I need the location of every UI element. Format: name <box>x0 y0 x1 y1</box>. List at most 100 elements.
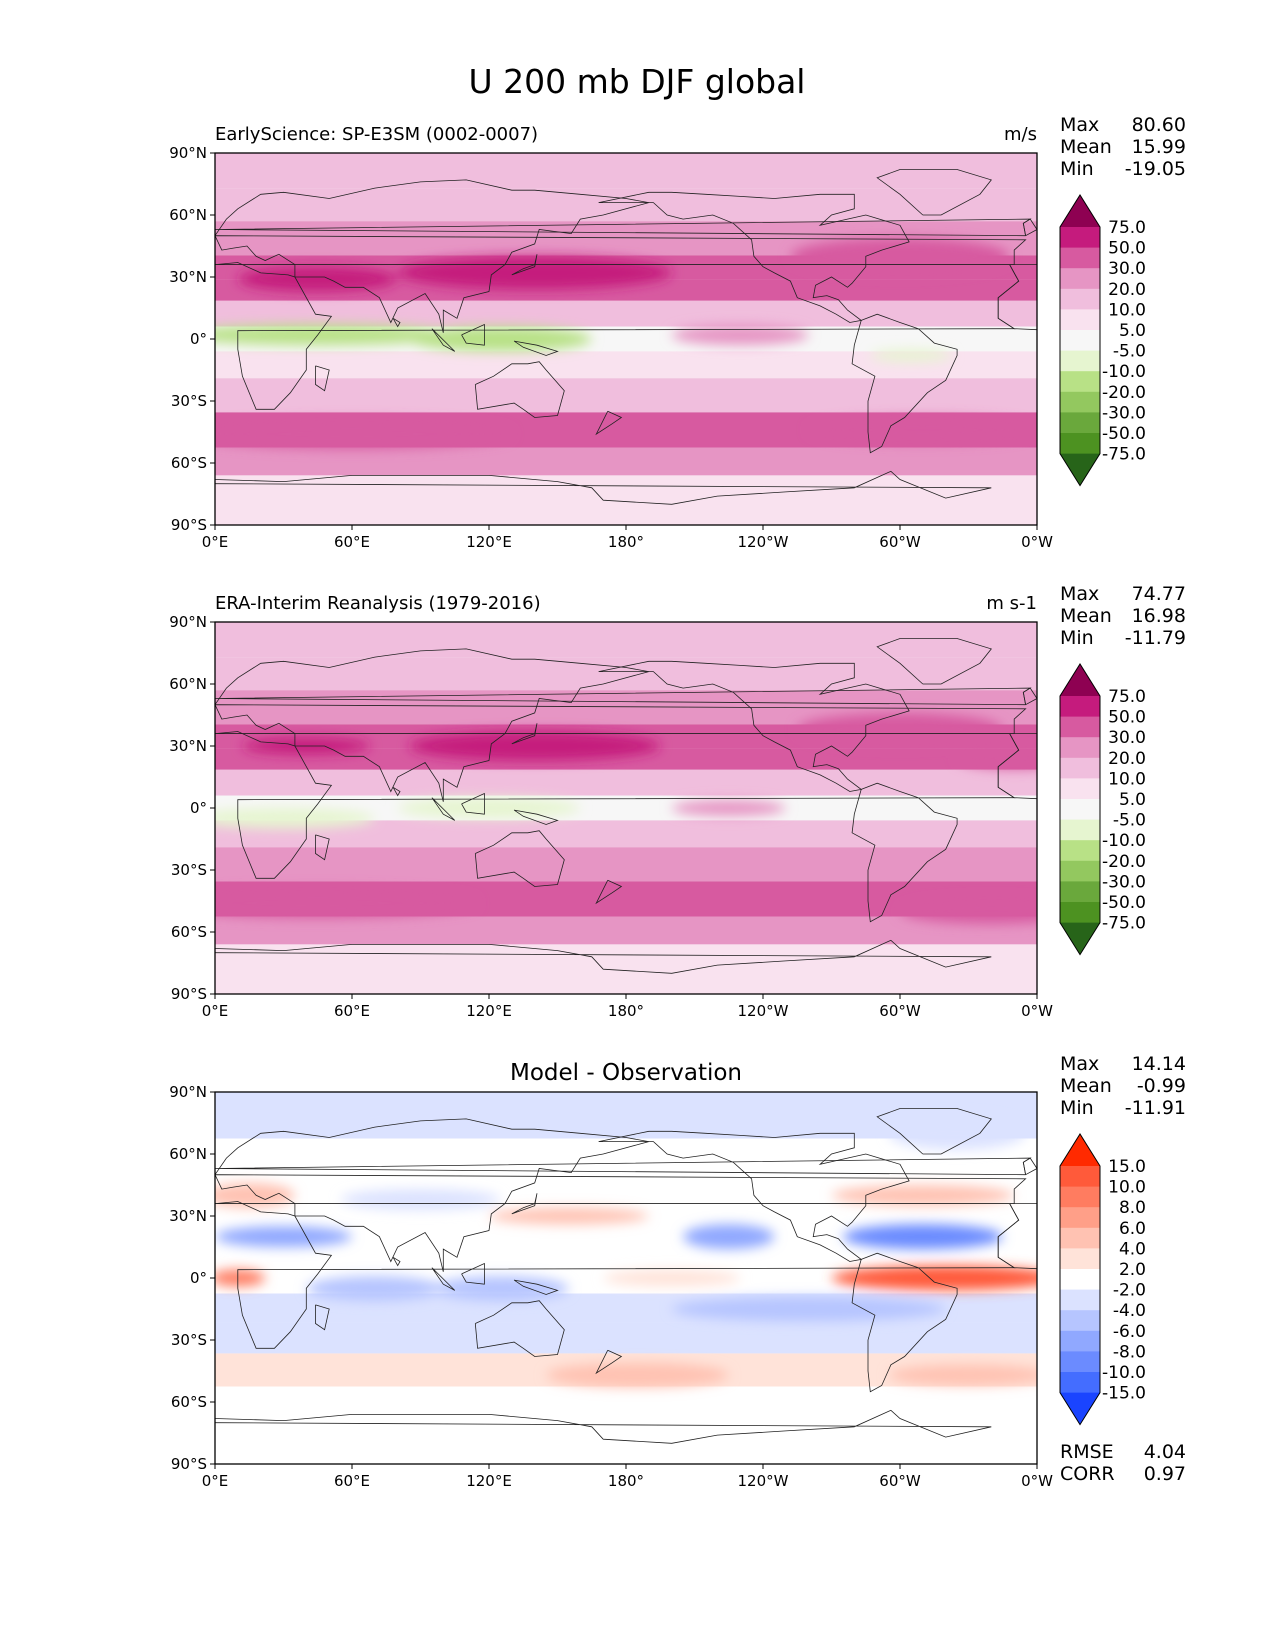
coastline <box>431 797 456 821</box>
x-tick-label: 60°W <box>879 1002 921 1020</box>
panel-reference: 0°E 60°E 120°E 180° 120°W 60°W 0°W 90°N 60°N 30°N… <box>169 583 1186 1020</box>
contour-band <box>215 475 1037 525</box>
coastline <box>851 313 958 454</box>
contour-feature <box>808 417 1037 443</box>
colorbar-block <box>1060 330 1100 352</box>
stat-value: -0.99 <box>1137 1075 1186 1097</box>
colorbar-block <box>1060 1330 1100 1352</box>
stat-label: Mean <box>1060 1075 1112 1097</box>
coastline <box>215 1409 992 1444</box>
y-tick-label: 60°S <box>171 923 207 941</box>
contour-feature <box>215 1226 352 1247</box>
x-tick-label: 60°E <box>334 1002 370 1020</box>
stat-value: 16.98 <box>1132 605 1186 627</box>
colorbar-extend-bottom <box>1060 453 1100 486</box>
y-tick-label: 60°S <box>171 454 207 472</box>
stat-label: Max <box>1060 114 1099 136</box>
coastline <box>431 1267 456 1291</box>
contour-band <box>215 153 1037 189</box>
x-tick-label: 120°E <box>466 1472 512 1490</box>
stat-value: -11.91 <box>1125 1097 1186 1119</box>
colorbar-block <box>1060 1289 1100 1311</box>
colorbar-tick-label: -8.0 <box>1113 1342 1146 1362</box>
panel-test: 0°E 60°E 120°E 180° 120°W 60°W 0°W 90°N 60°N 30°N… <box>169 114 1186 551</box>
x-tick-label: 180° <box>608 533 644 551</box>
colorbar-extend-top <box>1060 664 1100 696</box>
contour-feature <box>215 1269 266 1287</box>
stat-label: Min <box>1060 158 1094 180</box>
y-tick-label: 90°N <box>169 1083 207 1101</box>
coastline <box>392 317 401 328</box>
colorbar-block <box>1060 288 1100 310</box>
colorbar-tick-label: 10.0 <box>1108 1178 1146 1198</box>
coastline <box>997 733 1037 800</box>
colorbar-tick-label: 4.0 <box>1119 1239 1146 1259</box>
x-tick-label: 120°W <box>738 533 789 551</box>
contour-band <box>215 1322 1037 1354</box>
y-tick-label: 60°S <box>171 1393 207 1411</box>
coastlines-wrap <box>997 687 1037 800</box>
contour-feature <box>671 799 786 817</box>
contour-feature <box>671 1296 946 1322</box>
stat-label: Max <box>1060 583 1099 605</box>
contour-band <box>215 944 1037 994</box>
colorbar-block <box>1060 227 1100 249</box>
contour-feature <box>215 419 512 449</box>
contour-feature <box>397 797 581 819</box>
colorbar-block <box>1060 757 1100 779</box>
colorbar-tick-label: 20.0 <box>1108 749 1146 769</box>
x-tick-label: 120°W <box>738 1472 789 1490</box>
contour-feature <box>683 1224 775 1250</box>
colorbar-block <box>1060 1351 1100 1373</box>
y-tick-label: 90°N <box>169 613 207 631</box>
colorbar-block <box>1060 268 1100 290</box>
contour-feature <box>397 256 672 290</box>
coastline <box>474 1300 565 1357</box>
contour-feature <box>340 1189 501 1210</box>
colorbar-block <box>1060 1207 1100 1229</box>
contour-features <box>215 237 1037 449</box>
colorbar-tick-label: -4.0 <box>1113 1301 1146 1321</box>
y-tick-label: 60°N <box>169 1145 207 1163</box>
contour-features <box>215 1116 1037 1388</box>
colorbar-block <box>1060 778 1100 800</box>
colorbar-extend-top <box>1060 195 1100 227</box>
colorbar-tick-label: -5.0 <box>1113 342 1146 362</box>
contour-band <box>215 279 1037 301</box>
coastline <box>215 470 992 505</box>
x-tick-label: 60°W <box>879 1472 921 1490</box>
contour-feature <box>790 237 1010 275</box>
colorbar-tick-label: -10.0 <box>1102 831 1146 851</box>
coastline <box>392 786 401 797</box>
colorbar-tick-label: 50.0 <box>1108 708 1146 728</box>
coastline <box>851 1252 958 1393</box>
colorbar-tick-label: 8.0 <box>1119 1198 1146 1218</box>
contour-feature <box>842 1224 1003 1250</box>
contour-band <box>215 300 1037 327</box>
colorbar-block <box>1060 1248 1100 1270</box>
x-tick-label: 0°E <box>202 533 229 551</box>
coastline <box>997 264 1037 331</box>
coastline <box>315 1304 330 1331</box>
subplot-title-left: ERA-Interim Reanalysis (1979-2016) <box>215 593 541 614</box>
coastline <box>1022 687 1037 706</box>
subplot-title-right: m/s <box>1004 124 1037 145</box>
y-tick-label: 90°S <box>171 985 207 1003</box>
y-tick-label: 60°N <box>169 206 207 224</box>
contour-feature <box>546 1362 729 1388</box>
metric-value: 4.04 <box>1144 1441 1186 1463</box>
contour-feature <box>215 324 455 346</box>
contour-feature <box>957 748 1037 769</box>
colorbar-block <box>1060 391 1100 413</box>
x-tick-label: 60°E <box>334 533 370 551</box>
contour-band <box>215 657 1037 691</box>
y-tick-label: 30°S <box>171 1331 207 1349</box>
x-tick-label: 0°W <box>1021 1472 1053 1490</box>
contour-feature <box>831 1185 1015 1206</box>
colorbar-tick-label: -30.0 <box>1102 872 1146 892</box>
subplot-title-left: EarlyScience: SP-E3SM (0002-0007) <box>215 124 538 145</box>
colorbar-tick-label: 30.0 <box>1108 259 1146 279</box>
y-tick-label: 90°N <box>169 144 207 162</box>
y-tick-label: 30°N <box>169 737 207 755</box>
